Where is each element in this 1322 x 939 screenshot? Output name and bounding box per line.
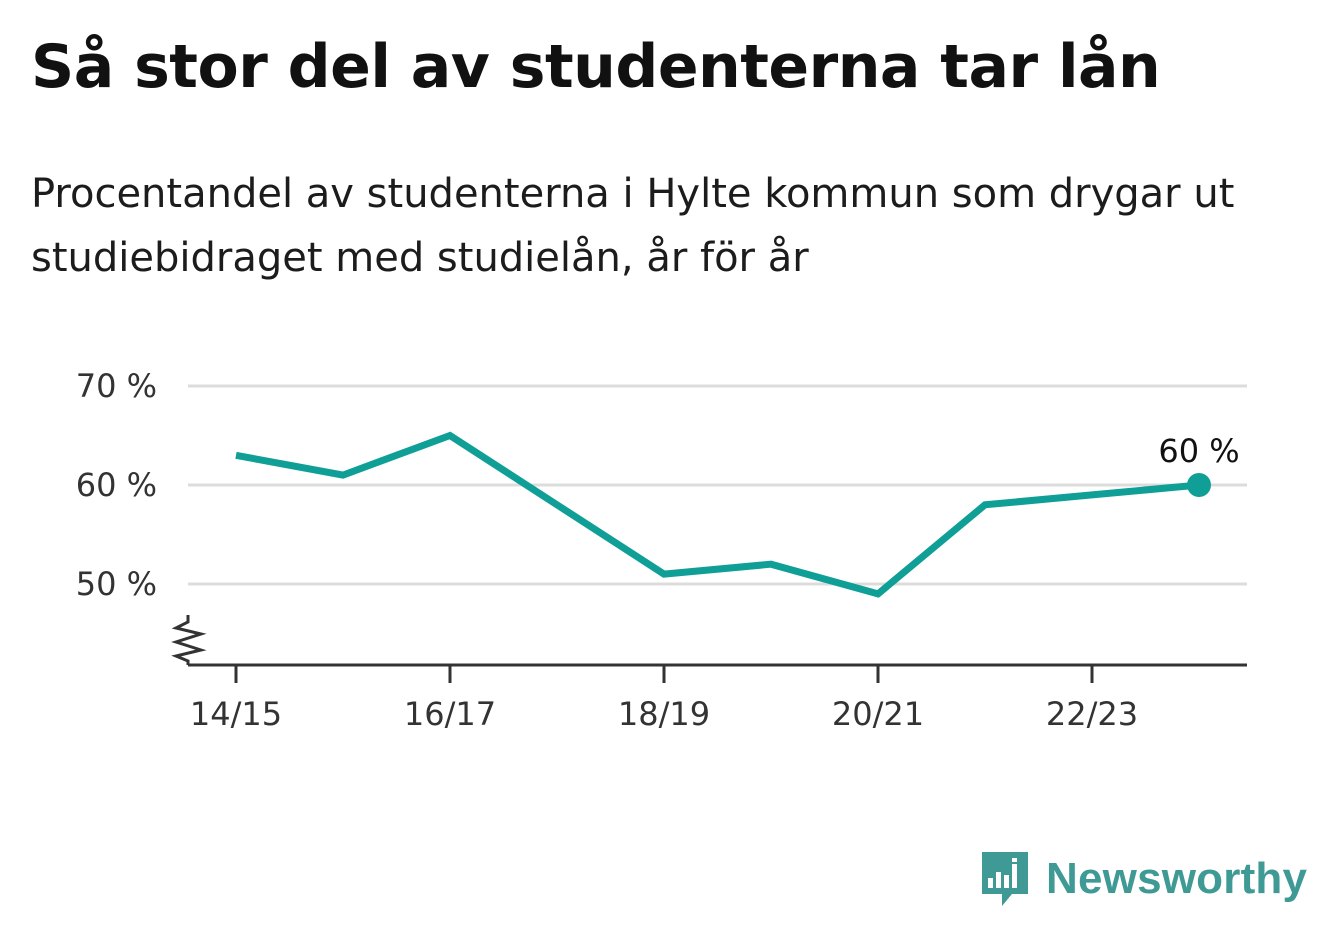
last-data-point [1187, 473, 1211, 497]
x-tick-label: 20/21 [832, 695, 924, 733]
x-tick-label: 16/17 [404, 695, 496, 733]
series-layer [235, 431, 1211, 598]
gridlines [188, 384, 1247, 586]
axes [171, 615, 1247, 683]
x-tick-label: 22/23 [1046, 695, 1138, 733]
y-axis-break-icon [171, 615, 207, 665]
y-tick-label: 70 % [76, 367, 157, 405]
newsworthy-logo: Newsworthy [980, 848, 1307, 910]
last-point-label: 60 % [1158, 432, 1239, 470]
x-tick-label: 18/19 [618, 695, 710, 733]
y-tick-label: 60 % [76, 466, 157, 504]
newsworthy-logo-icon [982, 852, 1028, 906]
chart-subtitle: Procentandel av studenterna i Hylte komm… [31, 171, 1235, 281]
newsworthy-logo-text: Newsworthy [1046, 854, 1308, 903]
series-line [235, 431, 1200, 598]
x-tick-label: 14/15 [190, 695, 282, 733]
labels: 50 % 60 % 70 % 14/15 16/17 18/19 20/21 22/23 60 … [76, 367, 1240, 733]
chart-title: Så stor del av studenterna tar lån [31, 32, 1161, 102]
y-tick-label: 50 % [76, 565, 157, 603]
